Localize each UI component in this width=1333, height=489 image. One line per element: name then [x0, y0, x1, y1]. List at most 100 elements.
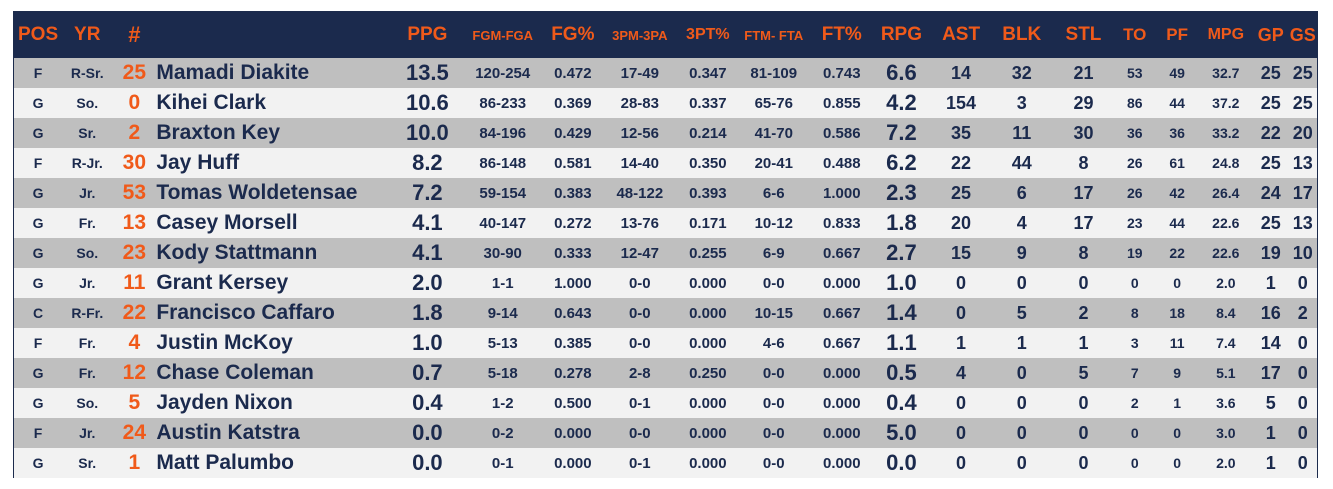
cell-yr: Jr.	[79, 425, 96, 441]
header-ppg[interactable]: PPG	[407, 24, 448, 45]
cell-gs: 0	[1297, 272, 1308, 293]
cell-pos: F	[33, 155, 43, 171]
cell-blk: 0	[1016, 362, 1027, 383]
header-name[interactable]	[156, 12, 396, 58]
header-gs[interactable]: GS	[1289, 24, 1316, 45]
cell-rpg: 0.0	[886, 450, 917, 475]
cell-to: 7	[1130, 365, 1139, 381]
table-row: F Jr. 24 Austin Katstra 0.0 0-2 0.000 0-0 0.000 0…	[14, 418, 1317, 448]
header-mpg[interactable]: MPG	[1207, 26, 1245, 43]
cell-ftm-fta: 6-9	[762, 244, 785, 262]
cell-ftm-fta: 10-12	[754, 214, 793, 232]
cell-gs: 13	[1292, 152, 1313, 173]
cell-yr: R-Sr.	[70, 65, 104, 81]
cell-number: 24	[122, 421, 147, 444]
cell-gs: 0	[1297, 332, 1308, 353]
cell-mpg: 33.2	[1212, 125, 1240, 141]
header-3pt-pct[interactable]: 3PT%	[686, 26, 730, 43]
table-row: F R-Sr. 25 Mamadi Diakite 13.5 120-254 0.472 17…	[14, 58, 1317, 88]
cell-gp: 14	[1260, 332, 1281, 353]
cell-fg-pct: 0.500	[554, 394, 592, 412]
header-number[interactable]: #	[128, 22, 141, 47]
header-rpg[interactable]: RPG	[880, 24, 923, 45]
cell-number: 2	[128, 121, 141, 144]
cell-ppg: 4.1	[412, 210, 443, 235]
cell-name: Francisco Caffaro	[156, 301, 335, 324]
cell-3pm-3pa: 48-122	[616, 184, 664, 202]
cell-gp: 17	[1260, 362, 1281, 383]
header-yr[interactable]: YR	[74, 24, 101, 45]
header-ftm-fta[interactable]: FTM- FTA	[744, 27, 804, 43]
cell-stl: 2	[1078, 302, 1089, 323]
table-row: G Jr. 53 Tomas Woldetensae 7.2 59-154 0.383 48-…	[14, 178, 1317, 208]
cell-3pm-3pa: 0-0	[628, 334, 651, 352]
cell-name: Austin Katstra	[156, 421, 300, 444]
cell-name: Kody Stattmann	[156, 241, 318, 264]
cell-yr: Jr.	[79, 185, 96, 201]
cell-ftm-fta: 6-6	[762, 184, 785, 202]
cell-number: 5	[128, 391, 141, 414]
cell-3pm-3pa: 0-1	[628, 394, 651, 412]
cell-ftm-fta: 20-41	[754, 154, 793, 172]
cell-yr: Fr.	[78, 215, 96, 231]
header-fgm-fga[interactable]: FGM-FGA	[472, 27, 534, 43]
cell-blk: 11	[1012, 122, 1032, 143]
cell-to: 26	[1126, 185, 1143, 201]
cell-pf: 11	[1169, 335, 1185, 351]
header-pf[interactable]: PF	[1166, 25, 1188, 44]
cell-ppg: 0.7	[412, 360, 443, 385]
cell-ftm-fta: 0-0	[762, 394, 785, 412]
cell-rpg: 0.4	[886, 390, 917, 415]
header-stl[interactable]: STL	[1065, 24, 1102, 45]
cell-3pm-3pa: 0-0	[628, 424, 651, 442]
cell-fgm-fga: 5-18	[487, 364, 518, 382]
cell-mpg: 3.0	[1216, 425, 1236, 441]
cell-yr: So.	[76, 95, 99, 111]
header-gp[interactable]: GP	[1257, 24, 1284, 45]
cell-3pt-pct: 0.000	[689, 454, 727, 472]
cell-fg-pct: 0.333	[554, 244, 592, 262]
cell-ast: 4	[956, 362, 967, 383]
cell-mpg: 22.6	[1212, 215, 1240, 231]
header-3pm-3pa[interactable]: 3PM-3PA	[612, 27, 668, 43]
cell-3pt-pct: 0.347	[689, 64, 727, 82]
header-to[interactable]: TO	[1123, 25, 1147, 44]
cell-pos: G	[32, 365, 44, 381]
cell-number: 25	[122, 61, 147, 84]
cell-ast: 22	[951, 152, 972, 173]
cell-to: 2	[1130, 395, 1139, 411]
cell-3pt-pct: 0.000	[689, 304, 727, 322]
header-pos[interactable]: POS	[18, 24, 59, 45]
cell-ppg: 1.8	[412, 300, 443, 325]
cell-fgm-fga: 1-1	[491, 274, 514, 292]
cell-pf: 0	[1173, 275, 1182, 291]
cell-gs: 25	[1292, 92, 1313, 113]
cell-fg-pct: 0.383	[554, 184, 592, 202]
table-row: G So. 23 Kody Stattmann 4.1 30-90 0.333 12-47 0.…	[14, 238, 1317, 268]
cell-to: 0	[1130, 425, 1139, 441]
cell-fg-pct: 0.472	[554, 64, 592, 82]
cell-ft-pct: 0.833	[823, 214, 861, 232]
cell-ast: 154	[946, 92, 977, 113]
cell-ft-pct: 0.855	[823, 94, 861, 112]
cell-rpg: 2.3	[886, 180, 917, 205]
cell-stl: 17	[1073, 182, 1094, 203]
header-ft-pct[interactable]: FT%	[821, 24, 862, 45]
cell-ft-pct: 0.000	[823, 424, 861, 442]
header-blk[interactable]: BLK	[1002, 24, 1042, 45]
cell-number: 23	[122, 241, 147, 264]
cell-ft-pct: 0.667	[823, 304, 861, 322]
cell-fg-pct: 0.643	[554, 304, 592, 322]
cell-to: 53	[1126, 65, 1143, 81]
cell-blk: 1	[1016, 332, 1027, 353]
cell-mpg: 26.4	[1212, 185, 1240, 201]
cell-ftm-fta: 0-0	[762, 424, 785, 442]
header-ast[interactable]: AST	[942, 24, 981, 45]
cell-ppg: 4.1	[412, 240, 443, 265]
cell-fg-pct: 1.000	[554, 274, 592, 292]
cell-ft-pct: 0.000	[823, 394, 861, 412]
cell-rpg: 0.5	[886, 360, 917, 385]
cell-yr: Sr.	[78, 455, 97, 471]
cell-yr: Sr.	[78, 125, 97, 141]
header-fg-pct[interactable]: FG%	[551, 24, 595, 45]
